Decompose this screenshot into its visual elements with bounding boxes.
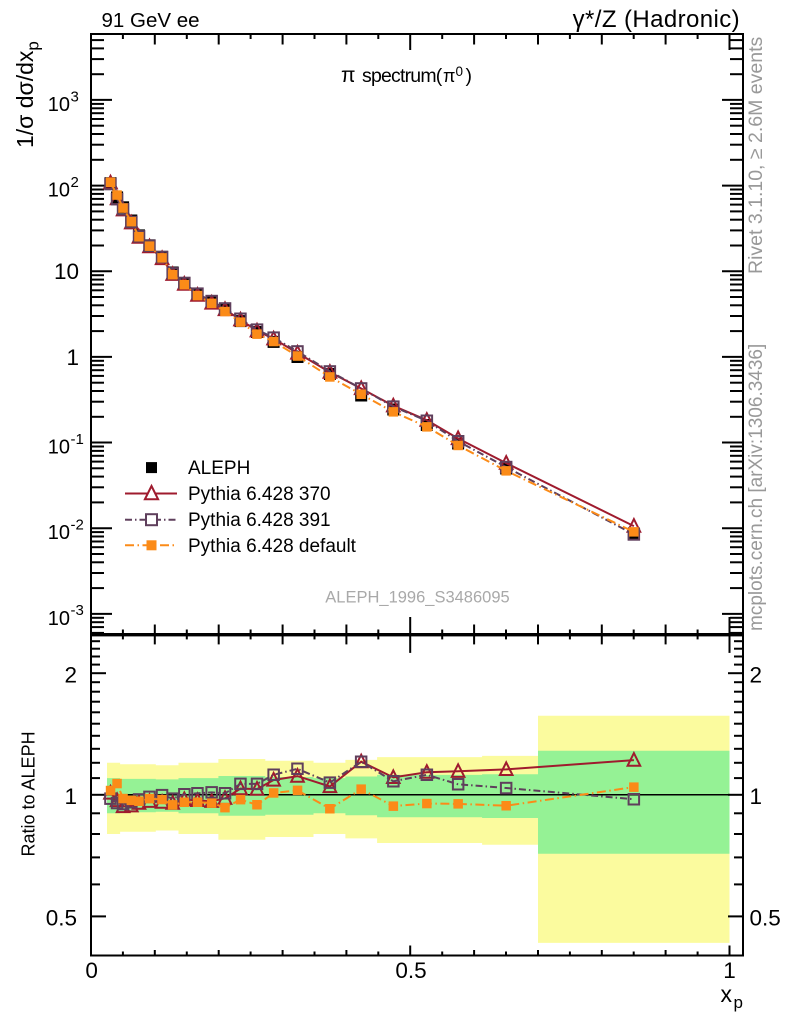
svg-text:0.5: 0.5 — [395, 958, 426, 983]
svg-text:10: 10 — [48, 437, 70, 459]
svg-text:0.5: 0.5 — [46, 906, 77, 931]
svg-text:spectrum(: spectrum( — [362, 65, 443, 87]
svg-text:-1: -1 — [71, 431, 84, 448]
svg-text:10: 10 — [48, 180, 70, 202]
svg-text:ALEPH: ALEPH — [188, 458, 250, 479]
svg-text:10: 10 — [48, 94, 70, 116]
svg-text:1: 1 — [66, 345, 79, 370]
svg-text:10: 10 — [54, 259, 79, 284]
svg-text:Rivet 3.1.10, ≥ 2.6M events: Rivet 3.1.10, ≥ 2.6M events — [745, 37, 767, 274]
svg-text:1: 1 — [750, 784, 763, 809]
svg-text:π: π — [341, 64, 356, 87]
svg-text:1: 1 — [64, 784, 77, 809]
svg-text:Pythia 6.428 default: Pythia 6.428 default — [188, 536, 357, 557]
svg-text:p: p — [734, 993, 743, 1012]
svg-text:0.5: 0.5 — [750, 906, 781, 931]
svg-text:x: x — [720, 981, 732, 1007]
svg-text:1/σ dσ/dxp: 1/σ dσ/dxp — [12, 41, 43, 148]
svg-text:mcplots.cern.ch [arXiv:1306.34: mcplots.cern.ch [arXiv:1306.3436] — [746, 344, 767, 631]
svg-text:π: π — [443, 66, 455, 86]
svg-text:2: 2 — [71, 174, 79, 191]
svg-text:ALEPH_1996_S3486095: ALEPH_1996_S3486095 — [325, 589, 509, 607]
svg-text:Pythia 6.428 391: Pythia 6.428 391 — [188, 510, 331, 531]
svg-text:3: 3 — [71, 88, 79, 105]
svg-text:-3: -3 — [71, 602, 84, 619]
svg-text:-2: -2 — [71, 517, 84, 534]
svg-text:10: 10 — [48, 608, 70, 630]
svg-text:2: 2 — [64, 663, 77, 688]
svg-text:10: 10 — [48, 522, 70, 544]
svg-text:1: 1 — [723, 958, 736, 983]
svg-text:Ratio to ALEPH: Ratio to ALEPH — [19, 731, 39, 856]
svg-text:2: 2 — [750, 663, 763, 688]
svg-text:91 GeV ee: 91 GeV ee — [102, 9, 200, 32]
svg-text:γ*/Z (Hadronic): γ*/Z (Hadronic) — [573, 6, 740, 33]
svg-text:Pythia 6.428 370: Pythia 6.428 370 — [188, 484, 331, 505]
svg-text:): ) — [466, 65, 473, 87]
svg-text:0: 0 — [85, 958, 98, 983]
svg-text:0: 0 — [456, 64, 464, 79]
